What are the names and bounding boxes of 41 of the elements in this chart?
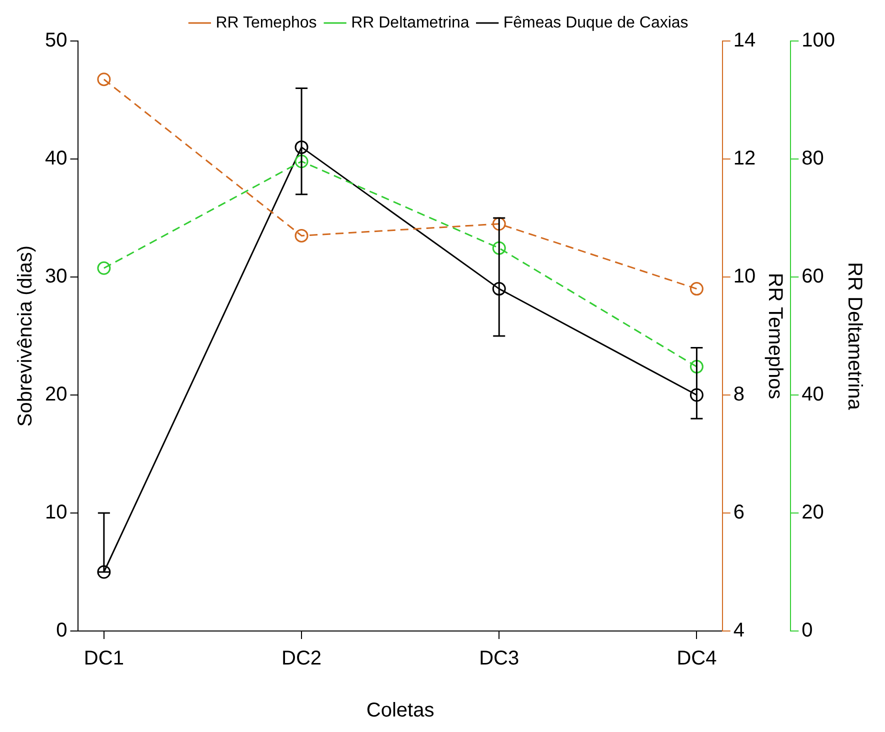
y-tick-label: 20	[44, 384, 68, 406]
y3-axis-title: RR Deltametrina	[843, 262, 866, 411]
point	[294, 154, 308, 168]
x-tick-label: DC2	[282, 648, 322, 670]
y2-tick-label: 10	[733, 266, 756, 288]
legend-label: RR Temephos	[216, 14, 317, 32]
x-tick-label: DC1	[84, 648, 124, 670]
y2-tick-label: 4	[733, 620, 745, 642]
y-tick-label: 10	[44, 502, 68, 524]
y2-tick-label: 6	[733, 502, 745, 524]
y3-tick-label: 100	[802, 30, 836, 52]
point	[690, 360, 704, 374]
x-axis-title: Coletas	[366, 700, 434, 722]
y2-tick-label: 14	[733, 30, 756, 52]
y-tick-label: 30	[44, 266, 68, 288]
y3-tick-label: 80	[802, 148, 824, 170]
point	[97, 261, 111, 275]
y-tick-label: 40	[44, 148, 68, 170]
y-axis-title: Sobrevivência (dias)	[14, 245, 37, 427]
y3-tick-label: 0	[802, 620, 813, 642]
point	[294, 228, 308, 242]
y3-tick-label: 40	[802, 384, 824, 406]
point	[690, 282, 704, 296]
point	[492, 217, 506, 231]
y-tick-label: 0	[56, 620, 68, 642]
y2-tick-label: 8	[733, 384, 745, 406]
point	[690, 388, 704, 402]
point	[97, 565, 111, 579]
y2-axis-title: RR Temephos	[764, 272, 786, 400]
y3-tick-label: 20	[802, 502, 824, 524]
legend-label: RR Deltametrina	[351, 14, 470, 32]
x-tick-label: DC3	[479, 648, 520, 670]
point	[294, 140, 308, 154]
x-tick-label: DC4	[676, 648, 717, 670]
y-tick-label: 50	[44, 30, 68, 52]
point	[492, 241, 506, 255]
legend-label: Fêmeas Duque de Caxias	[503, 14, 688, 32]
point	[97, 72, 111, 86]
y3-tick-label: 60	[802, 266, 824, 288]
y2-tick-label: 12	[733, 148, 756, 170]
point	[492, 282, 506, 296]
